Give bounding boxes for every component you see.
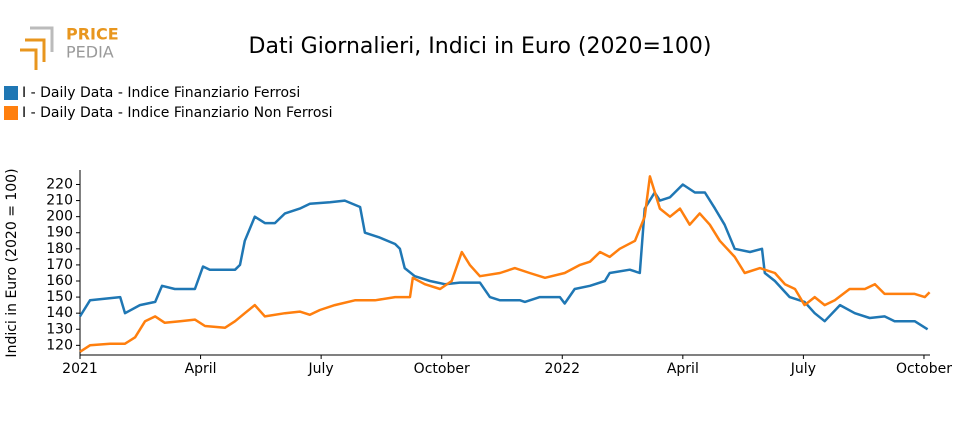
x-tick-label: October (414, 361, 470, 377)
y-tick-label: 210 (46, 193, 73, 209)
y-tick-label: 180 (46, 241, 73, 257)
y-tick-label: 160 (46, 273, 73, 289)
y-tick-label: 130 (46, 321, 73, 337)
x-tick-label: April (667, 361, 699, 377)
y-tick-label: 220 (46, 176, 73, 192)
y-tick-label: 150 (46, 289, 73, 305)
y-tick-label: 170 (46, 257, 73, 273)
legend-swatch (4, 86, 18, 100)
y-tick-label: 120 (46, 337, 73, 353)
x-tick-label: October (896, 361, 952, 377)
x-tick-label: July (308, 361, 334, 377)
logo-text: PRICE (66, 25, 119, 44)
logo-text: PEDIA (66, 43, 114, 62)
y-tick-label: 190 (46, 225, 73, 241)
series-line (79, 175, 931, 353)
x-tick-label: July (790, 361, 816, 377)
x-tick-label: 2022 (544, 361, 580, 377)
x-tick-label: April (185, 361, 217, 377)
legend-label: I - Daily Data - Indice Finanziario Non … (22, 105, 333, 121)
chart-title: Dati Giornalieri, Indici in Euro (2020=1… (249, 34, 712, 59)
y-tick-label: 140 (46, 305, 73, 321)
series-line (78, 183, 929, 331)
x-tick-label: 2021 (62, 361, 98, 377)
legend-label: I - Daily Data - Indice Finanziario Ferr… (22, 85, 300, 101)
y-axis-label: Indici in Euro (2020 = 100) (4, 168, 20, 357)
y-tick-label: 200 (46, 209, 73, 225)
logo-icon (20, 26, 54, 70)
legend-swatch (4, 106, 18, 120)
